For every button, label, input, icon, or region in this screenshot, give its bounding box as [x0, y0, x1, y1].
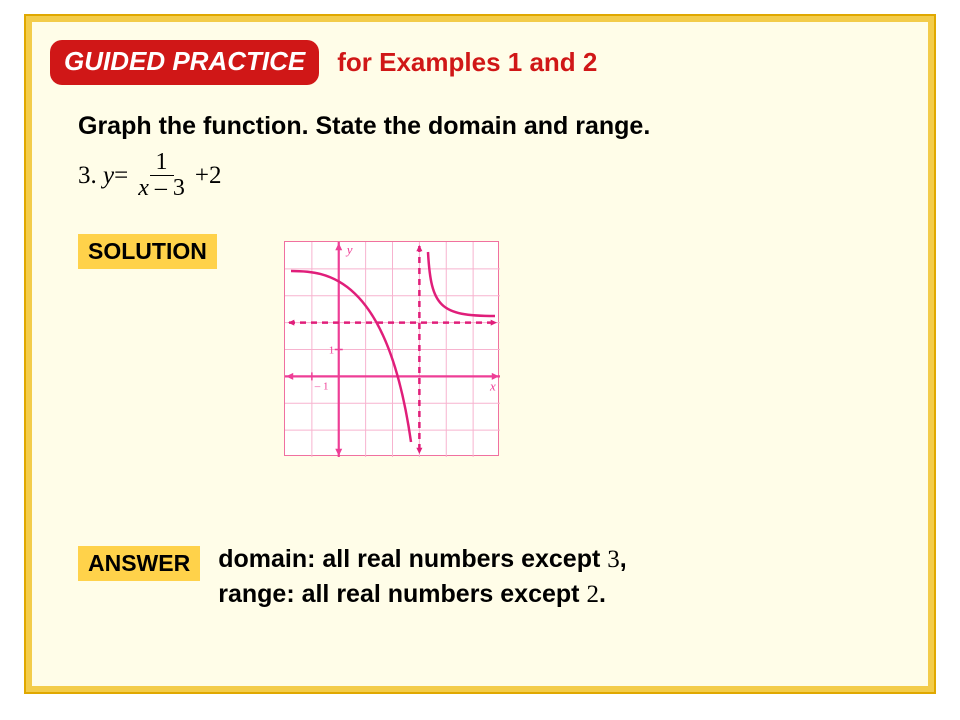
denominator-rest: – 3: [149, 175, 185, 201]
answer-line2-c: .: [599, 580, 606, 608]
fraction: 1 x – 3: [134, 150, 189, 201]
svg-text:x: x: [489, 378, 496, 393]
graph-container: y x 1 – 1: [284, 241, 499, 456]
guided-practice-badge: GUIDED PRACTICE: [50, 40, 319, 85]
problem-number: 3.: [78, 162, 97, 190]
svg-text:1: 1: [329, 345, 335, 357]
lhs-variable: y: [103, 162, 114, 190]
fraction-numerator: 1: [150, 150, 174, 176]
svg-text:– 1: – 1: [314, 380, 329, 392]
answer-line-2: range: all real numbers except 2.: [218, 577, 626, 612]
answer-text: domain: all real numbers except 3, range…: [218, 542, 626, 612]
svg-text:y: y: [345, 242, 353, 257]
header-subtitle: for Examples 1 and 2: [337, 47, 597, 78]
answer-line2-a: range: all real numbers except: [218, 580, 586, 608]
header-row: GUIDED PRACTICE for Examples 1 and 2: [50, 40, 597, 85]
slide-frame: GUIDED PRACTICE for Examples 1 and 2 Gra…: [24, 14, 936, 694]
answer-line1-b: 3: [607, 546, 620, 573]
denominator-var: x: [138, 175, 149, 201]
instruction-text: Graph the function. State the domain and…: [78, 112, 650, 141]
solution-label: SOLUTION: [78, 234, 217, 269]
answer-row: ANSWER domain: all real numbers except 3…: [78, 542, 627, 612]
graph-svg: y x 1 – 1: [285, 242, 500, 457]
problem-equation: 3. y = 1 x – 3 +2: [78, 150, 221, 201]
answer-line1-a: domain: all real numbers except: [218, 545, 607, 573]
answer-line-1: domain: all real numbers except 3,: [218, 542, 626, 577]
equation-tail: +2: [195, 162, 222, 190]
equals-sign: =: [114, 162, 128, 190]
fraction-denominator: x – 3: [134, 176, 189, 201]
answer-line1-c: ,: [620, 545, 627, 573]
answer-line2-b: 2: [586, 581, 599, 608]
answer-label: ANSWER: [78, 546, 200, 581]
